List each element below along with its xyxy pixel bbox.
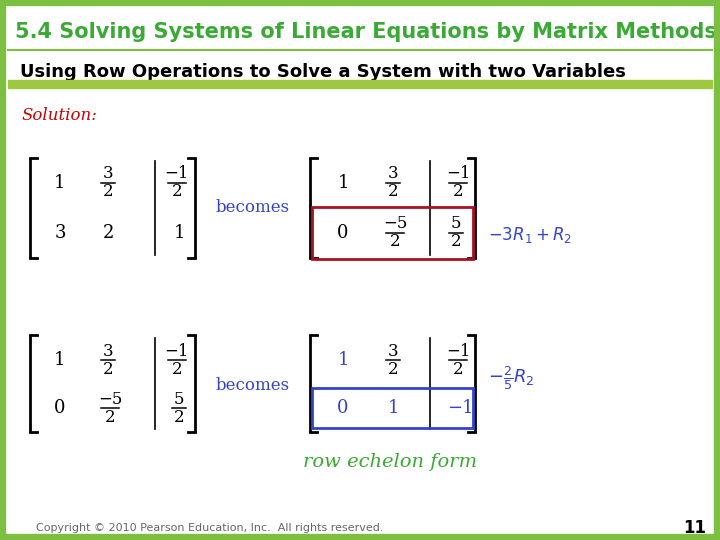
Text: 0: 0 <box>337 224 348 242</box>
Text: 1: 1 <box>387 399 399 417</box>
Text: becomes: becomes <box>216 199 290 217</box>
Bar <box>312 388 473 428</box>
Text: 3: 3 <box>103 165 113 183</box>
Text: $-\frac{2}{5}R_2$: $-\frac{2}{5}R_2$ <box>488 364 535 392</box>
Text: 2: 2 <box>387 184 398 200</box>
Text: 3: 3 <box>103 342 113 360</box>
Text: −1: −1 <box>165 342 189 360</box>
Text: 5: 5 <box>451 215 462 233</box>
Bar <box>8 80 712 88</box>
Text: 2: 2 <box>103 184 113 200</box>
Text: Copyright © 2010 Pearson Education, Inc.  All rights reserved.: Copyright © 2010 Pearson Education, Inc.… <box>36 523 384 533</box>
Text: $-3R_1+R_2$: $-3R_1+R_2$ <box>488 225 572 245</box>
Bar <box>312 207 473 259</box>
Text: 11: 11 <box>683 519 706 537</box>
Text: becomes: becomes <box>216 376 290 394</box>
Text: 1: 1 <box>54 174 66 192</box>
Text: −1: −1 <box>446 165 470 183</box>
Text: −1: −1 <box>165 165 189 183</box>
Text: 2: 2 <box>451 233 462 251</box>
Text: 2: 2 <box>453 361 463 377</box>
Text: 5: 5 <box>174 390 184 408</box>
Text: 2: 2 <box>104 408 115 426</box>
Text: 0: 0 <box>337 399 348 417</box>
Text: 2: 2 <box>171 361 182 377</box>
Text: 2: 2 <box>390 233 400 251</box>
Text: −5: −5 <box>98 390 122 408</box>
Text: 3: 3 <box>54 224 66 242</box>
Text: Using Row Operations to Solve a System with two Variables: Using Row Operations to Solve a System w… <box>20 63 626 81</box>
Text: Solution:: Solution: <box>22 106 98 124</box>
Text: 2: 2 <box>174 408 184 426</box>
Text: 3: 3 <box>387 342 398 360</box>
Text: −5: −5 <box>383 215 408 233</box>
Text: 0: 0 <box>54 399 66 417</box>
Text: 1: 1 <box>174 224 185 242</box>
Text: −1: −1 <box>446 399 473 417</box>
Text: 2: 2 <box>102 224 114 242</box>
Text: 2: 2 <box>103 361 113 377</box>
Text: −1: −1 <box>446 342 470 360</box>
Text: 5.4 Solving Systems of Linear Equations by Matrix Methods: 5.4 Solving Systems of Linear Equations … <box>15 22 717 42</box>
Text: 1: 1 <box>54 351 66 369</box>
Text: 3: 3 <box>387 165 398 183</box>
Text: 2: 2 <box>171 184 182 200</box>
Text: 1: 1 <box>337 174 348 192</box>
Text: 1: 1 <box>337 351 348 369</box>
Text: 2: 2 <box>387 361 398 377</box>
Text: row echelon form: row echelon form <box>303 453 477 471</box>
Text: 2: 2 <box>453 184 463 200</box>
